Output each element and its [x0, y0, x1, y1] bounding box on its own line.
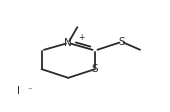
Text: S: S: [118, 37, 125, 47]
Text: +: +: [79, 33, 85, 42]
Text: I: I: [17, 86, 20, 96]
Text: N: N: [64, 38, 72, 48]
Text: ⁻: ⁻: [27, 86, 32, 95]
Text: S: S: [92, 64, 98, 74]
